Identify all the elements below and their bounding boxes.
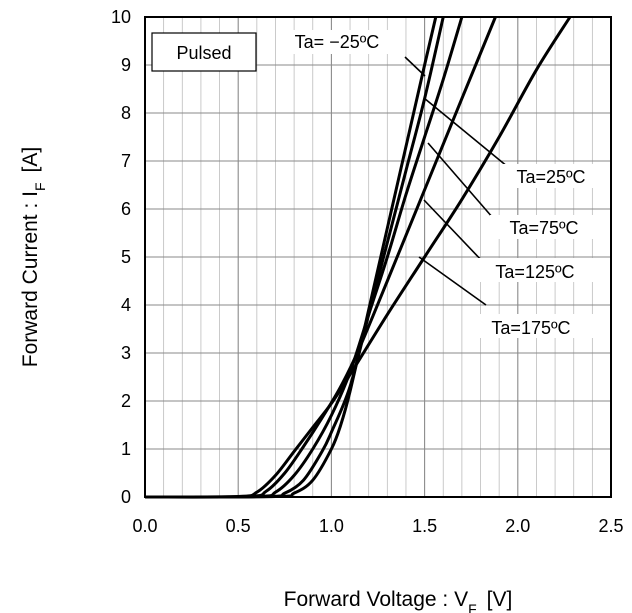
- y-tick-label: 10: [111, 7, 131, 27]
- y-tick-label: 6: [121, 199, 131, 219]
- series-label-4: Ta=175ºC: [491, 318, 570, 338]
- x-tick-label: 2.5: [598, 516, 623, 536]
- label-bg-2: [490, 215, 598, 239]
- leader-line-2: [427, 142, 494, 219]
- x-tick-label: 1.0: [319, 516, 344, 536]
- tick-labels: 0 1 2 3 4 5 6 7 8 9 10 0.0 0.5 1.0 1.5 2.0 2.5: [111, 7, 624, 536]
- x-axis-title: Forward Voltage : VF [V]: [284, 588, 513, 613]
- plot-frame: [144, 16, 612, 498]
- x-tick-label: 1.5: [412, 516, 437, 536]
- leader-line-3: [423, 199, 485, 264]
- pulsed-box: [151, 32, 257, 72]
- leader-line-4: [418, 256, 487, 306]
- label-bg-1: [502, 164, 600, 188]
- series-label-3: Ta=125ºC: [495, 262, 574, 282]
- series-line-4: [144, 16, 572, 499]
- x-tick-label: 2.0: [505, 516, 530, 536]
- pulsed-label: Pulsed: [176, 43, 231, 63]
- series-line-0: [144, 16, 438, 499]
- series-label-0: Ta= −25ºC: [295, 32, 380, 52]
- label-bg-4: [466, 314, 596, 338]
- y-tick-label: 4: [121, 295, 131, 315]
- label-bg-3: [470, 258, 600, 282]
- data-series: [144, 16, 572, 499]
- y-tick-label: 5: [121, 247, 131, 267]
- y-tick-label: 7: [121, 151, 131, 171]
- annotations: Pulsed Ta= −25ºC Ta=25ºC Ta=75ºC Ta=125ºC Ta…: [151, 30, 600, 338]
- y-tick-label: 1: [121, 439, 131, 459]
- grid: [145, 17, 611, 497]
- y-tick-label: 0: [121, 487, 131, 507]
- y-tick-label: 8: [121, 103, 131, 123]
- label-bg-0: [277, 30, 397, 54]
- leader-line-1: [423, 97, 509, 168]
- series-label-2: Ta=75ºC: [509, 218, 578, 238]
- series-label-1: Ta=25ºC: [516, 167, 585, 187]
- y-axis-title: Forward Current : IF[A]: [19, 147, 48, 367]
- y-tick-label: 3: [121, 343, 131, 363]
- series-line-1: [144, 16, 445, 499]
- leader-line-0: [404, 56, 426, 77]
- x-tick-label: 0.0: [132, 516, 157, 536]
- x-tick-label: 0.5: [226, 516, 251, 536]
- y-tick-label: 2: [121, 391, 131, 411]
- y-tick-label: 9: [121, 55, 131, 75]
